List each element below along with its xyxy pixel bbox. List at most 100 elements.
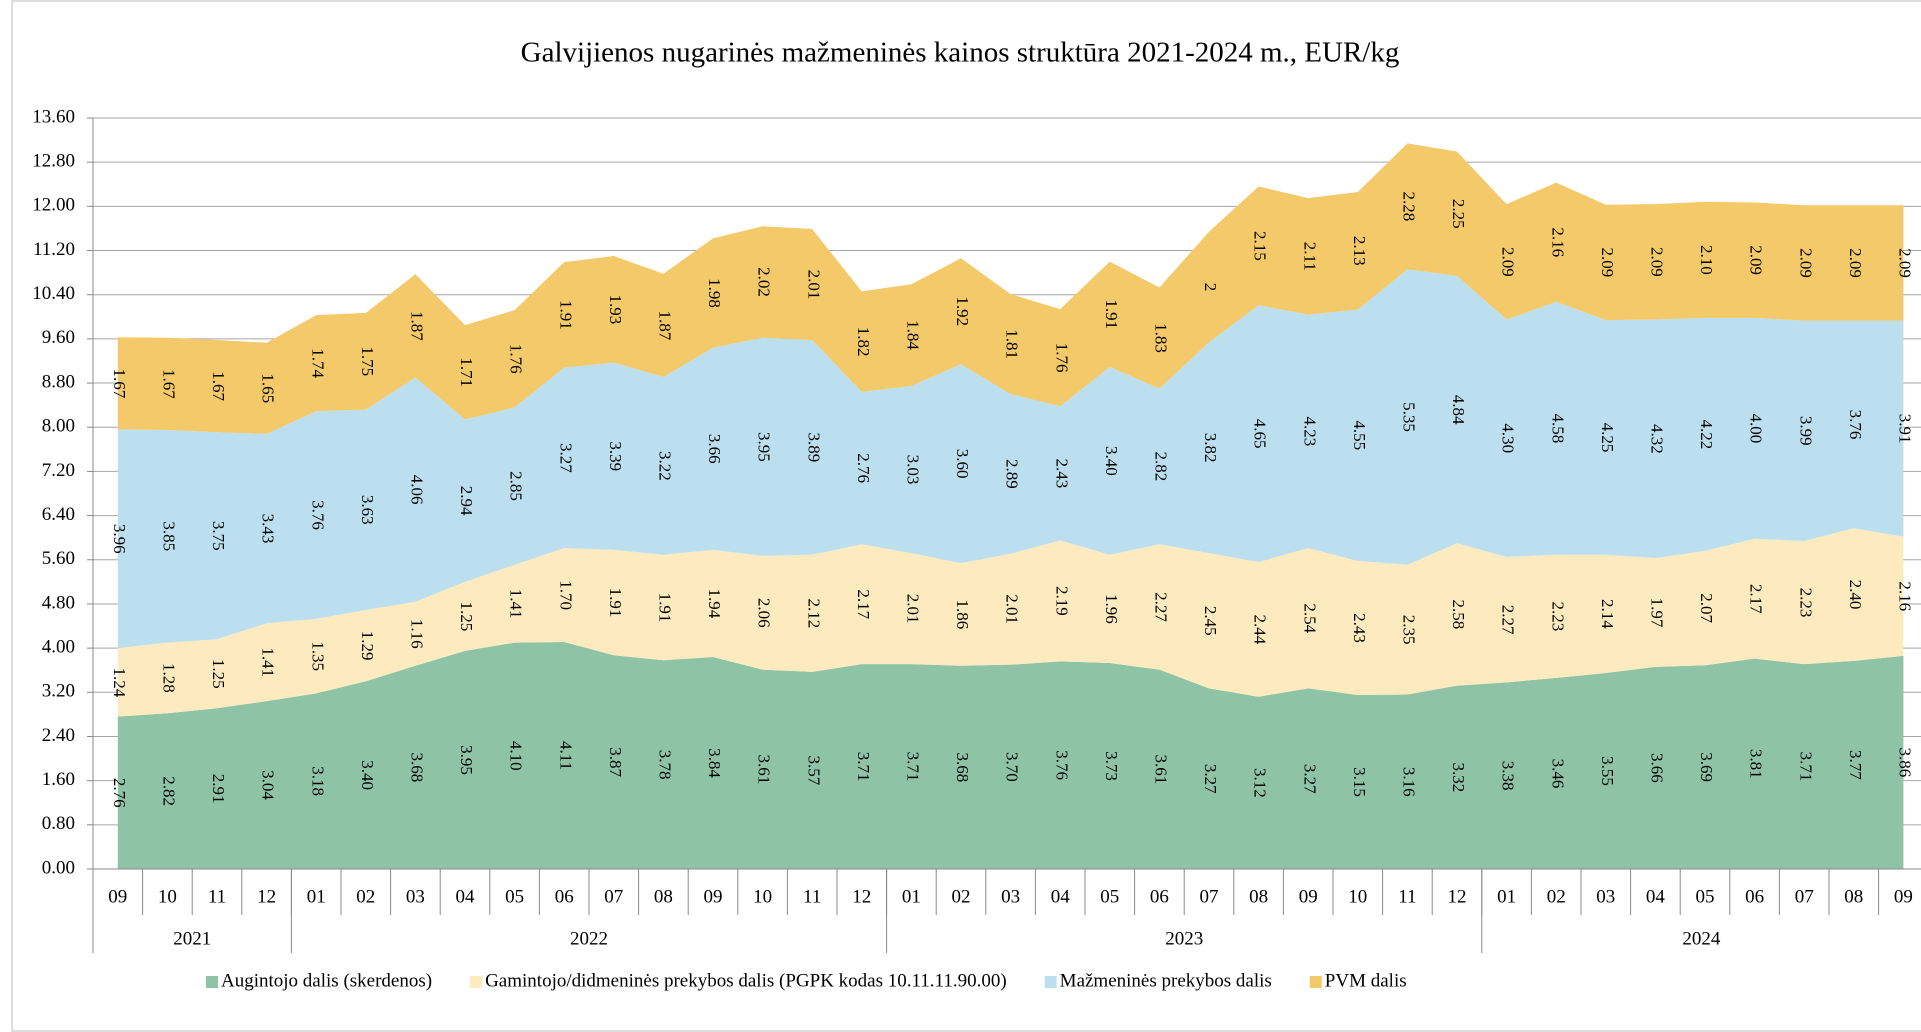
data-label: 1.25 — [209, 659, 228, 689]
y-tick-label: 10.40 — [32, 283, 75, 304]
x-tick-label: 02 — [1547, 886, 1566, 907]
data-label: 2.27 — [1499, 605, 1518, 635]
group-label: 2024 — [1682, 928, 1721, 949]
x-tick-label: 11 — [208, 886, 226, 907]
data-label: 3.12 — [1251, 768, 1270, 798]
areas — [117, 143, 1904, 869]
data-label: 1.76 — [1052, 343, 1071, 373]
data-label: 1.67 — [110, 368, 129, 398]
group-label: 2021 — [173, 928, 211, 949]
data-label: 2.85 — [507, 471, 526, 501]
y-tick-label: 1.60 — [42, 769, 75, 790]
legend-swatch — [206, 976, 218, 988]
data-label: 3.66 — [1647, 753, 1666, 783]
x-tick-label: 02 — [952, 886, 971, 907]
data-label: 3.96 — [110, 524, 129, 554]
area — [117, 143, 1904, 434]
data-label: 1.70 — [556, 580, 575, 610]
data-label: 3.70 — [1003, 752, 1022, 782]
area — [117, 528, 1904, 717]
data-label: 1.29 — [358, 631, 377, 661]
x-tick-label: 06 — [1150, 886, 1169, 907]
data-label: 2.23 — [1796, 588, 1815, 618]
y-tick-label: 8.00 — [42, 416, 75, 437]
data-label: 3.77 — [1846, 750, 1865, 780]
y-tick-label: 12.00 — [32, 195, 75, 216]
y-tick-label: 8.80 — [42, 371, 75, 392]
data-label: 1.76 — [507, 344, 526, 374]
data-label: 2.15 — [1251, 231, 1270, 261]
data-label: 2.17 — [854, 589, 873, 619]
data-label: 2.82 — [159, 776, 178, 806]
data-label: 4.58 — [1548, 413, 1567, 443]
area — [117, 642, 1904, 869]
data-label: 2.76 — [110, 778, 129, 808]
y-tick-label: 2.40 — [42, 725, 75, 746]
data-label: 3.22 — [655, 451, 674, 481]
data-label: 3.43 — [259, 514, 278, 544]
x-tick-label: 10 — [753, 886, 772, 907]
data-label: 2.35 — [1399, 615, 1418, 645]
x-tick-label: 05 — [1100, 886, 1119, 907]
data-label: 3.46 — [1548, 759, 1567, 789]
data-label: 3.95 — [755, 432, 774, 462]
data-label: 1.96 — [1102, 594, 1121, 624]
data-label: 2.40 — [1846, 580, 1865, 610]
data-label: 3.76 — [1052, 750, 1071, 780]
group-label: 2023 — [1165, 928, 1203, 949]
data-label: 4.23 — [1300, 417, 1319, 447]
x-tick-label: 04 — [456, 886, 476, 907]
data-label: 2.43 — [1052, 458, 1071, 488]
data-label: 1.97 — [1647, 598, 1666, 628]
data-label: 3.55 — [1598, 756, 1617, 786]
data-label: 3.40 — [358, 760, 377, 790]
data-label: 1.93 — [606, 294, 625, 324]
data-label: 3.87 — [606, 747, 625, 777]
x-tick-label: 06 — [555, 886, 574, 907]
data-label: 3.86 — [1895, 748, 1914, 778]
chart-border — [11, 0, 1921, 1032]
data-label: 2.07 — [1697, 593, 1716, 623]
x-tick-label: 04 — [1646, 886, 1666, 907]
x-tick-label: 04 — [1051, 886, 1071, 907]
data-label: 3.85 — [159, 521, 178, 551]
x-tick-label: 09 — [108, 886, 127, 907]
data-label: 3.61 — [755, 754, 774, 784]
y-tick-label: 5.60 — [42, 548, 75, 569]
x-tick-label: 09 — [704, 886, 723, 907]
legend-swatch — [470, 976, 483, 988]
data-label: 1.87 — [407, 311, 426, 341]
data-label: 3.27 — [1300, 764, 1319, 794]
data-label: 1.94 — [705, 589, 724, 619]
data-label: 3.71 — [854, 752, 873, 782]
legend-label: Augintojo dalis (skerdenos) — [221, 970, 432, 991]
data-label: 3.63 — [358, 495, 377, 525]
data-label: 1.91 — [556, 300, 575, 330]
x-tick-label: 12 — [852, 886, 871, 907]
x-tick-label: 12 — [257, 886, 276, 907]
data-label: 3.57 — [804, 756, 823, 786]
data-label: 2.58 — [1449, 600, 1468, 630]
y-tick-label: 9.60 — [42, 327, 75, 348]
y-tick-label: 0.00 — [42, 857, 75, 878]
x-tick-label: 07 — [604, 886, 623, 907]
data-label: 1.71 — [457, 357, 476, 387]
axes: 0.00 0.80 1.60 2.40 3.20 4.00 4.80 5.60 6.40 7.20… — [32, 106, 1921, 991]
data-label: 3.71 — [903, 752, 922, 782]
x-tick-label: 06 — [1745, 886, 1764, 907]
data-label: 2.09 — [1846, 248, 1865, 278]
data-label: 3.61 — [1151, 754, 1170, 784]
y-tick-label: 3.20 — [42, 681, 75, 702]
x-tick-label: 10 — [158, 886, 177, 907]
x-tick-label: 02 — [356, 886, 375, 907]
data-label: 1.35 — [308, 641, 327, 671]
data-label: 1.16 — [407, 619, 426, 649]
x-tick-label: 09 — [1894, 886, 1913, 907]
data-label: 3.38 — [1499, 761, 1518, 791]
data-label: 1.81 — [1003, 329, 1022, 359]
legend-label: PVM dalis — [1325, 970, 1407, 991]
data-label: 2.54 — [1300, 603, 1319, 633]
x-tick-label: 08 — [1844, 886, 1863, 907]
data-label: 4.32 — [1647, 424, 1666, 454]
